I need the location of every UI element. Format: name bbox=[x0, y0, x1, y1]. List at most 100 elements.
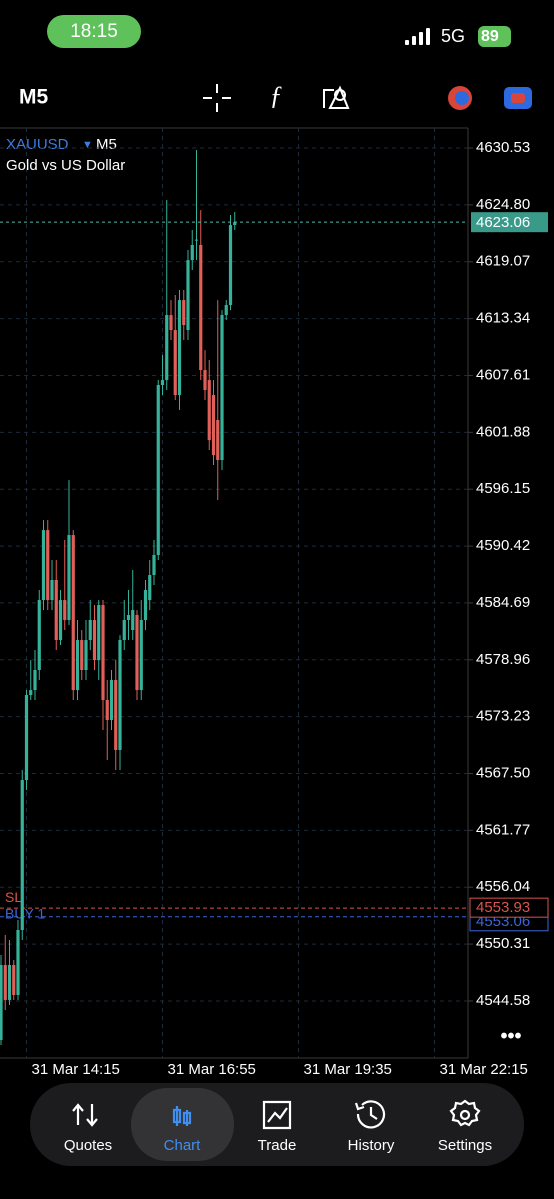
candle-body bbox=[101, 605, 105, 700]
y-tick-label: 4584.69 bbox=[476, 594, 530, 611]
candle-body bbox=[131, 610, 135, 631]
y-tick-label: 4544.58 bbox=[476, 992, 530, 1009]
candle-body bbox=[190, 244, 194, 261]
candle-body bbox=[29, 690, 33, 696]
candle-body bbox=[80, 640, 84, 671]
y-tick-label: 4561.77 bbox=[476, 821, 530, 838]
objects-icon[interactable] bbox=[323, 85, 350, 109]
nav-item[interactable]: Trade bbox=[258, 1137, 297, 1154]
candle-body bbox=[33, 670, 37, 691]
candle-body bbox=[7, 965, 12, 1000]
level-price: 4553.93 bbox=[476, 899, 530, 916]
candle-body bbox=[186, 260, 190, 331]
nav-icon bbox=[449, 1099, 481, 1127]
account-icon-inner bbox=[455, 91, 469, 105]
candle-body bbox=[233, 222, 237, 226]
x-tick-label: 31 Mar 19:35 bbox=[304, 1061, 392, 1078]
y-tick-label: 4556.04 bbox=[476, 878, 530, 895]
candle-body bbox=[3, 965, 7, 1000]
nav-item[interactable]: History bbox=[348, 1137, 395, 1154]
candle-body bbox=[203, 370, 207, 391]
candle-body bbox=[148, 575, 152, 601]
x-tick-label: 31 Mar 14:15 bbox=[32, 1061, 120, 1078]
nav-item[interactable]: Quotes bbox=[64, 1137, 112, 1154]
candle-body bbox=[67, 535, 71, 620]
candle-body bbox=[114, 680, 118, 750]
candle-body bbox=[0, 965, 3, 1041]
candle-body bbox=[75, 640, 80, 691]
candle-body bbox=[224, 305, 228, 316]
candle-body bbox=[139, 619, 143, 691]
candle-body bbox=[126, 615, 131, 620]
indicators-icon[interactable]: ƒ bbox=[270, 81, 283, 110]
candle-body bbox=[97, 605, 101, 661]
candle-body bbox=[92, 619, 97, 661]
candle-body bbox=[135, 615, 139, 691]
y-tick-label: 4578.96 bbox=[476, 651, 530, 668]
candle-body bbox=[143, 590, 148, 620]
y-tick-label: 4607.61 bbox=[476, 366, 530, 383]
nav-item[interactable]: Chart bbox=[164, 1137, 202, 1154]
nav-icon bbox=[459, 1109, 471, 1121]
symbol-dropdown[interactable]: ▼ bbox=[82, 139, 93, 151]
nav-icon bbox=[354, 1100, 386, 1129]
candle-body bbox=[169, 315, 173, 331]
nav-icon bbox=[262, 1100, 292, 1130]
candle-body bbox=[105, 699, 109, 721]
crosshair-icon[interactable] bbox=[203, 84, 231, 112]
nav-icon bbox=[72, 1103, 98, 1127]
candle-body bbox=[20, 780, 24, 930]
battery bbox=[478, 26, 511, 47]
symbol[interactable]: XAUUSD bbox=[6, 136, 69, 153]
candle-body bbox=[122, 619, 126, 641]
candle-body bbox=[50, 580, 54, 601]
candle-body bbox=[46, 530, 50, 601]
candle-body bbox=[54, 580, 58, 641]
y-tick-label: 4550.31 bbox=[476, 935, 530, 952]
candle-body bbox=[216, 420, 220, 461]
level-price-box bbox=[469, 897, 549, 918]
chart-timeframe: M5 bbox=[96, 136, 117, 153]
candle-body bbox=[177, 300, 182, 396]
trade-icon-inner bbox=[511, 93, 525, 103]
y-tick-label: 4619.07 bbox=[476, 253, 530, 270]
y-tick-label: 4613.34 bbox=[476, 310, 530, 327]
candle-body bbox=[12, 965, 16, 995]
y-tick-label: 4630.53 bbox=[476, 139, 530, 156]
candle-body bbox=[194, 239, 199, 241]
candle-body bbox=[156, 385, 160, 555]
chart[interactable] bbox=[0, 127, 469, 1059]
candle-body bbox=[182, 300, 186, 326]
nav-item[interactable]: Settings bbox=[438, 1137, 492, 1154]
candle-body bbox=[207, 380, 211, 441]
clock-pill bbox=[47, 15, 141, 48]
candle-body bbox=[24, 695, 29, 781]
candle-body bbox=[58, 600, 63, 641]
candle-body bbox=[63, 600, 67, 620]
network: 5G bbox=[441, 26, 465, 46]
candle-body bbox=[165, 315, 169, 381]
y-tick-label: 4596.15 bbox=[476, 480, 530, 497]
battery-level: 89 bbox=[481, 28, 499, 45]
x-tick-label: 31 Mar 16:55 bbox=[168, 1061, 256, 1078]
timeframe-button[interactable]: M5 bbox=[19, 86, 48, 109]
y-tick-label: 4567.50 bbox=[476, 764, 530, 781]
signal-icon bbox=[405, 28, 430, 45]
candle-body bbox=[71, 535, 75, 691]
candle-body bbox=[16, 929, 20, 995]
current-price-box bbox=[471, 212, 548, 233]
more-button[interactable]: ••• bbox=[500, 1025, 521, 1047]
nav-icon bbox=[172, 1106, 192, 1126]
candle-body bbox=[220, 315, 224, 461]
candle-body bbox=[109, 680, 114, 721]
candle-body bbox=[118, 640, 122, 750]
candle-body bbox=[41, 530, 46, 601]
candle-body bbox=[160, 380, 165, 386]
level-name: SL bbox=[5, 889, 22, 905]
y-tick-label: 4601.88 bbox=[476, 423, 530, 440]
candle-body bbox=[84, 640, 88, 671]
candle-body bbox=[88, 619, 92, 641]
candle-body bbox=[211, 395, 216, 456]
